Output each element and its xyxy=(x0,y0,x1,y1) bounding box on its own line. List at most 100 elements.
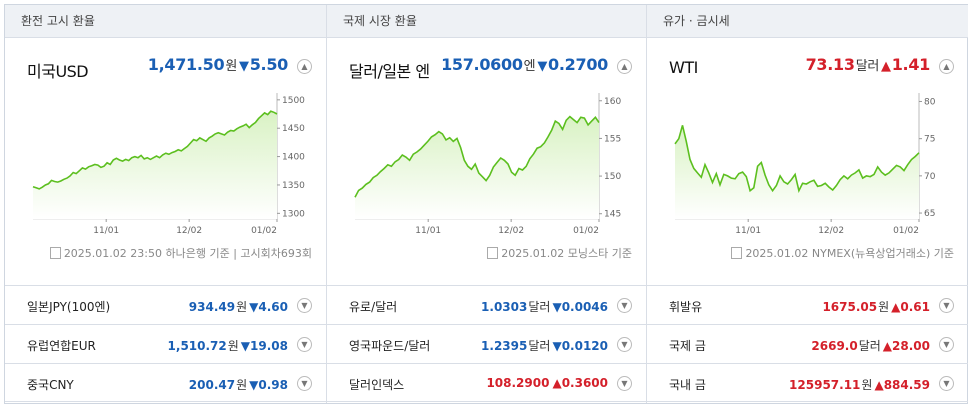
quote-row-value: 125957.11원 ▲884.59 xyxy=(789,376,930,393)
x-tick-label: 01/02 xyxy=(893,226,919,236)
y-tick-label: 75 xyxy=(924,135,935,145)
y-tick-label: 1300 xyxy=(282,209,305,219)
quote-row-price: 1,510.72 xyxy=(167,339,227,353)
panel-exchange-notice: 환전 고시 환율 미국USD 1,471.50원 ▼5.50 ▲ 1300 1350… xyxy=(5,5,326,403)
quote-list: 휘발유 1675.05원 ▲0.61 ▼ 국제 금 2669.0달러 ▲28.00 ▼ 국내 금… xyxy=(647,285,968,402)
y-tick-label: 1450 xyxy=(282,124,305,134)
quote-row-change: 4.60 xyxy=(258,300,288,314)
main-change-value: 0.2700 xyxy=(548,55,608,74)
quote-row-change: 0.3600 xyxy=(561,376,608,390)
main-price-value: 73.13 xyxy=(805,55,855,74)
expand-chevron-icon[interactable]: ▼ xyxy=(297,376,312,391)
expand-chevron-icon[interactable]: ▼ xyxy=(617,298,632,313)
quote-row-unit: 달러 xyxy=(858,339,881,353)
main-quote-price: 73.13달러 ▲1.41 xyxy=(805,55,931,74)
quote-row-value: 2669.0달러 ▲28.00 xyxy=(811,337,930,354)
main-quote[interactable]: 달러/일본 엔 157.0600엔 ▼0.2700 ▲ xyxy=(327,55,646,81)
source-text: 2025.01.02 모닝스타 기준 xyxy=(501,247,632,260)
y-tick-label: 1500 xyxy=(282,96,305,106)
panel-tab-title[interactable]: 환전 고시 환율 xyxy=(5,5,326,38)
collapse-chevron-icon[interactable]: ▲ xyxy=(617,59,632,74)
market-widget: 환전 고시 환율 미국USD 1,471.50원 ▼5.50 ▲ 1300 1350… xyxy=(4,4,968,404)
quote-row[interactable]: 국제 금 2669.0달러 ▲28.00 ▼ xyxy=(647,324,968,363)
change-arrow-icon: ▼ xyxy=(552,300,562,314)
document-icon xyxy=(731,247,743,259)
quote-row-name: 달러인덱스 xyxy=(349,378,405,392)
quote-row[interactable]: 유로/달러 1.0303달러 ▼0.0046 ▼ xyxy=(327,285,646,324)
quote-row-unit: 달러 xyxy=(528,339,551,353)
quote-row[interactable]: 중국CNY 200.47원 ▼0.98 ▼ xyxy=(5,363,326,402)
quote-row-price: 108.2900 xyxy=(486,376,550,390)
main-quote[interactable]: 미국USD 1,471.50원 ▼5.50 ▲ xyxy=(5,55,326,81)
quote-row-unit: 원 xyxy=(236,300,248,314)
quote-row[interactable]: 영국파운드/달러 1.2395달러 ▼0.0120 ▼ xyxy=(327,324,646,363)
quote-row-name: 휘발유 xyxy=(669,300,703,314)
quote-row[interactable]: 일본JPY(100엔) 934.49원 ▼4.60 ▼ xyxy=(5,285,326,324)
main-change-value: 1.41 xyxy=(891,55,931,74)
trend-area-fill xyxy=(355,116,599,219)
change-arrow-icon: ▲ xyxy=(552,376,562,390)
main-price-unit: 원 xyxy=(225,59,238,74)
main-change-value: 5.50 xyxy=(249,55,289,74)
quote-row-value: 1.0303달러 ▼0.0046 xyxy=(481,298,608,315)
y-tick-label: 160 xyxy=(604,97,621,107)
x-tick-label: 01/02 xyxy=(573,226,599,236)
main-price-value: 1,471.50 xyxy=(147,55,225,74)
main-quote[interactable]: WTI 73.13달러 ▲1.41 ▲ xyxy=(647,55,968,81)
change-arrow-icon: ▼ xyxy=(249,378,259,392)
change-arrow-icon: ▲ xyxy=(891,300,901,314)
quote-row-value: 200.47원 ▼0.98 xyxy=(189,376,288,393)
change-arrow-icon: ▼ xyxy=(240,339,251,353)
quote-list: 유로/달러 1.0303달러 ▼0.0046 ▼ 영국파운드/달러 1.2395달러 ▼0.… xyxy=(327,285,646,402)
panel-tab-title[interactable]: 국제 시장 환율 xyxy=(327,5,646,38)
expand-chevron-icon[interactable]: ▼ xyxy=(617,376,632,391)
trend-line xyxy=(674,125,920,194)
quote-row-price: 2669.0 xyxy=(811,339,858,353)
expand-chevron-icon[interactable]: ▼ xyxy=(939,337,954,352)
quote-row-price: 1675.05 xyxy=(822,300,878,314)
expand-chevron-icon[interactable]: ▼ xyxy=(939,298,954,313)
y-tick-label: 145 xyxy=(604,210,621,220)
source-text: 2025.01.02 23:50 하나은행 기준 | 고시회차693회 xyxy=(63,247,312,260)
quote-row[interactable]: 국내 금 125957.11원 ▲884.59 ▼ xyxy=(647,363,968,402)
quote-row-price: 1.2395 xyxy=(481,339,528,353)
collapse-chevron-icon[interactable]: ▲ xyxy=(297,59,312,74)
quote-row-name: 유로/달러 xyxy=(349,300,398,314)
y-tick-label: 70 xyxy=(924,172,936,182)
quote-row-name: 중국CNY xyxy=(27,378,74,392)
source-info: 2025.01.02 23:50 하나은행 기준 | 고시회차693회 xyxy=(49,245,312,261)
collapse-chevron-icon[interactable]: ▲ xyxy=(939,59,954,74)
expand-chevron-icon[interactable]: ▼ xyxy=(939,376,954,391)
panel-oil-gold: 유가 · 금시세 WTI 73.13달러 ▲1.41 ▲ 65 70 75 80 11/0… xyxy=(646,5,968,403)
expand-chevron-icon[interactable]: ▼ xyxy=(297,298,312,313)
y-tick-label: 155 xyxy=(604,134,621,144)
expand-chevron-icon[interactable]: ▼ xyxy=(617,337,632,352)
main-quote-name: WTI xyxy=(669,58,698,77)
trend-area-fill xyxy=(33,111,277,219)
x-tick-label: 12/02 xyxy=(498,226,524,236)
document-icon xyxy=(487,247,499,259)
main-quote-price: 1,471.50원 ▼5.50 xyxy=(147,55,289,74)
source-text: 2025.01.02 NYMEX(뉴욕상업거래소) 기준 xyxy=(745,247,954,260)
main-quote-name: 달러/일본 엔 xyxy=(349,62,430,81)
change-arrow-icon: ▲ xyxy=(882,339,893,353)
quote-row-value: 108.2900 ▲0.3600 xyxy=(486,376,608,390)
quote-row-change: 0.61 xyxy=(900,300,930,314)
quote-row[interactable]: 달러인덱스 108.2900 ▲0.3600 ▼ xyxy=(327,363,646,402)
quote-row-name: 유럽연합EUR xyxy=(27,339,96,353)
quote-list: 일본JPY(100엔) 934.49원 ▼4.60 ▼ 유럽연합EUR 1,510.72원… xyxy=(5,285,326,402)
quote-row[interactable]: 유럽연합EUR 1,510.72원 ▼19.08 ▼ xyxy=(5,324,326,363)
change-arrow-icon: ▼ xyxy=(552,339,562,353)
quote-row[interactable]: 휘발유 1675.05원 ▲0.61 ▼ xyxy=(647,285,968,324)
panel-tab-title[interactable]: 유가 · 금시세 xyxy=(647,5,968,38)
expand-chevron-icon[interactable]: ▼ xyxy=(297,337,312,352)
panel-international-exchange: 국제 시장 환율 달러/일본 엔 157.0600엔 ▼0.2700 ▲ 145 1… xyxy=(326,5,646,403)
source-info: 2025.01.02 NYMEX(뉴욕상업거래소) 기준 xyxy=(731,245,954,261)
main-price-unit: 달러 xyxy=(855,59,880,74)
quote-row-value: 1.2395달러 ▼0.0120 xyxy=(481,337,608,354)
trend-chart: 145 150 155 160 11/01 12/02 01/02 xyxy=(354,93,621,236)
quote-row-change: 0.0046 xyxy=(561,300,608,314)
quote-row-change: 28.00 xyxy=(892,339,930,353)
trend-chart: 1300 1350 1400 1450 1500 11/01 12/02 01/02 xyxy=(32,93,305,236)
document-icon xyxy=(49,247,61,259)
